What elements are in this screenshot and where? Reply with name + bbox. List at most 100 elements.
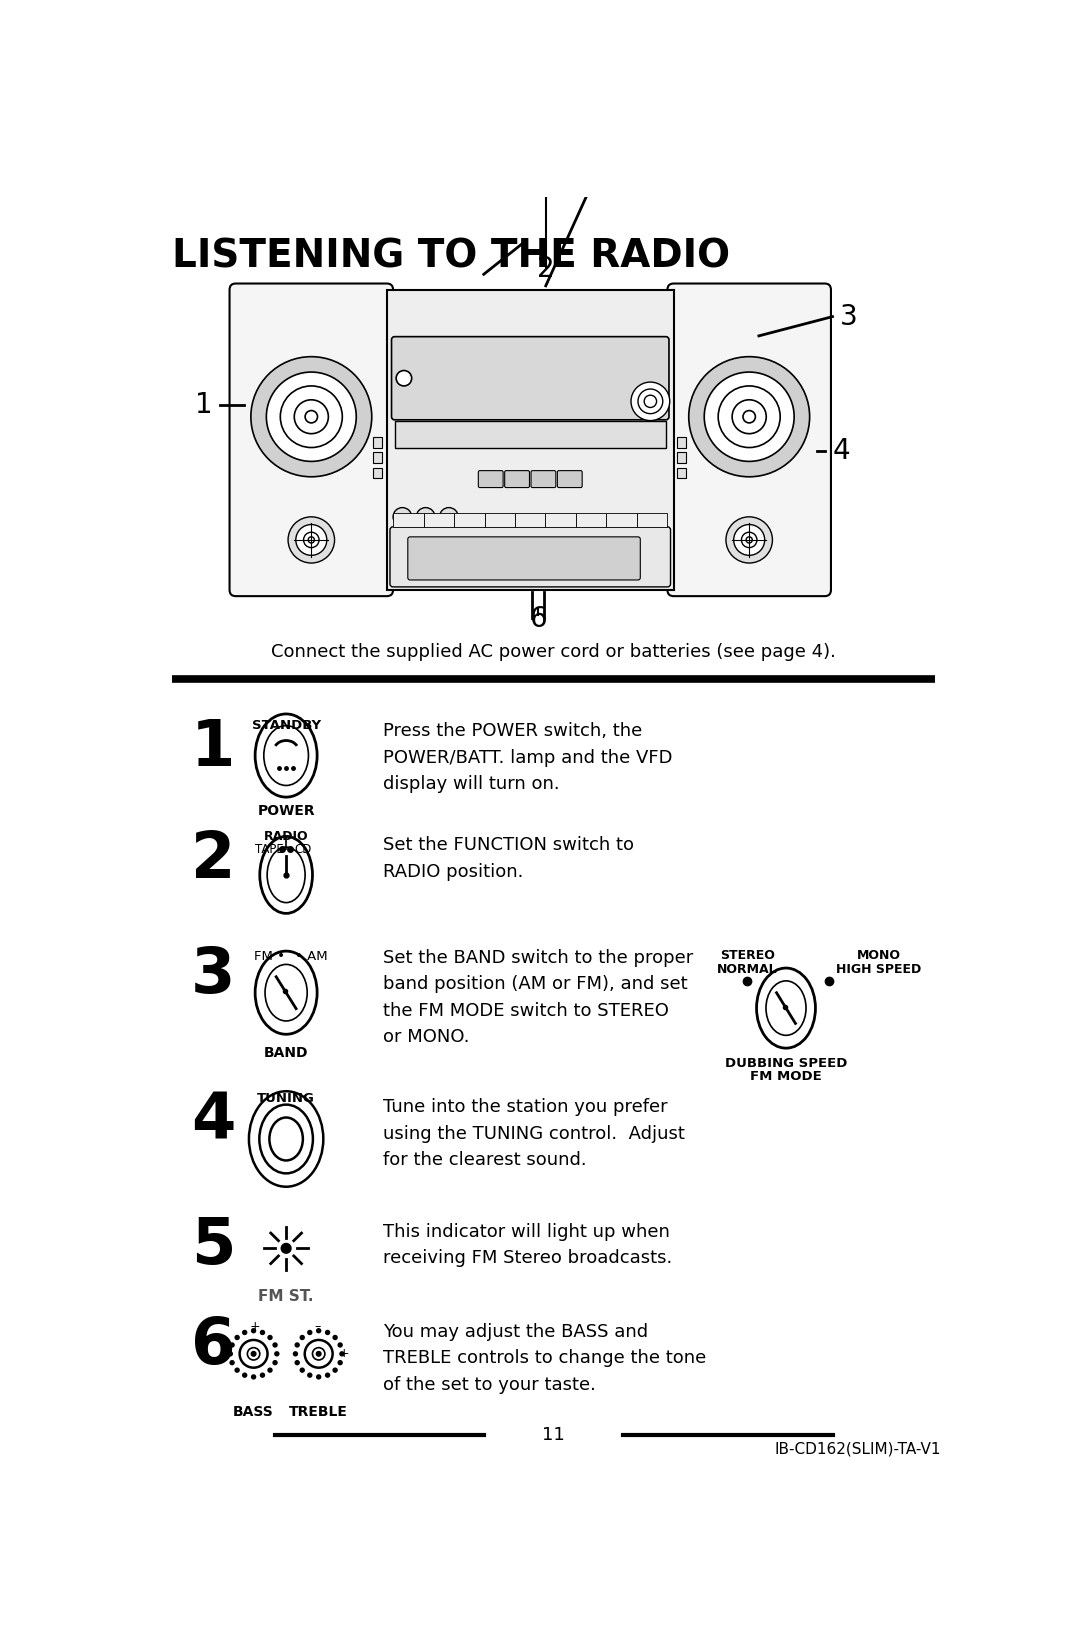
- Text: Tune into the station you prefer
using the TUNING control.  Adjust
for the clear: Tune into the station you prefer using t…: [383, 1098, 685, 1169]
- Bar: [677, 437, 686, 447]
- Circle shape: [393, 508, 411, 526]
- Bar: [515, 513, 545, 526]
- Text: BAND: BAND: [264, 1046, 309, 1060]
- Circle shape: [260, 1330, 266, 1335]
- Circle shape: [251, 1374, 256, 1379]
- Text: TAPE: TAPE: [255, 842, 283, 855]
- Circle shape: [308, 538, 314, 543]
- Circle shape: [337, 1360, 342, 1366]
- FancyBboxPatch shape: [667, 283, 831, 597]
- Circle shape: [295, 1342, 300, 1348]
- Circle shape: [251, 357, 372, 477]
- Circle shape: [325, 1330, 330, 1335]
- FancyBboxPatch shape: [230, 283, 393, 597]
- Bar: [393, 513, 423, 526]
- Circle shape: [293, 1351, 298, 1356]
- FancyBboxPatch shape: [387, 289, 674, 590]
- Circle shape: [638, 390, 663, 414]
- Text: You may adjust the BASS and
TREBLE controls to change the tone
of the set to you: You may adjust the BASS and TREBLE contr…: [383, 1323, 706, 1394]
- Circle shape: [746, 538, 753, 543]
- Text: 3: 3: [191, 944, 235, 1006]
- Text: This indicator will light up when
receiving FM Stereo broadcasts.: This indicator will light up when receiv…: [383, 1223, 672, 1268]
- FancyBboxPatch shape: [557, 470, 582, 488]
- FancyBboxPatch shape: [478, 470, 503, 488]
- Text: 1: 1: [194, 391, 213, 419]
- Text: +: +: [249, 1320, 260, 1333]
- Circle shape: [228, 1351, 233, 1356]
- Circle shape: [416, 508, 435, 526]
- Bar: [454, 513, 485, 526]
- Text: FM •: FM •: [254, 950, 284, 963]
- FancyBboxPatch shape: [531, 470, 556, 488]
- Text: 6: 6: [529, 605, 546, 633]
- Bar: [576, 513, 607, 526]
- Text: TUNING: TUNING: [257, 1092, 315, 1105]
- Text: FM MODE: FM MODE: [751, 1070, 822, 1083]
- Circle shape: [299, 1368, 305, 1373]
- Circle shape: [307, 1373, 312, 1378]
- Circle shape: [268, 1335, 273, 1340]
- Bar: [637, 513, 667, 526]
- Text: LISTENING TO THE RADIO: LISTENING TO THE RADIO: [172, 237, 730, 275]
- Circle shape: [732, 399, 766, 434]
- Circle shape: [726, 516, 772, 562]
- Circle shape: [281, 386, 342, 447]
- Text: Set the BAND switch to the proper
band position (AM or FM), and set
the FM MODE : Set the BAND switch to the proper band p…: [383, 949, 693, 1046]
- Circle shape: [743, 411, 755, 423]
- Circle shape: [272, 1360, 278, 1366]
- Text: DUBBING SPEED: DUBBING SPEED: [725, 1057, 847, 1070]
- Circle shape: [294, 399, 328, 434]
- Text: HIGH SPEED: HIGH SPEED: [836, 963, 921, 975]
- Circle shape: [316, 1328, 322, 1333]
- Circle shape: [272, 1342, 278, 1348]
- Circle shape: [229, 1360, 234, 1366]
- Text: 3: 3: [840, 302, 858, 330]
- Circle shape: [234, 1368, 240, 1373]
- Text: BASS: BASS: [233, 1404, 274, 1419]
- Circle shape: [296, 524, 327, 556]
- Bar: [373, 452, 382, 464]
- Circle shape: [333, 1368, 338, 1373]
- Text: –: –: [314, 1320, 321, 1333]
- Text: 5: 5: [191, 1215, 235, 1277]
- Circle shape: [333, 1335, 338, 1340]
- Circle shape: [325, 1373, 330, 1378]
- Text: 1: 1: [191, 717, 235, 779]
- Text: RADIO: RADIO: [264, 830, 309, 843]
- FancyBboxPatch shape: [394, 421, 666, 447]
- Text: STANDBY: STANDBY: [252, 720, 321, 732]
- Text: 4: 4: [833, 437, 850, 465]
- Text: POWER: POWER: [257, 804, 315, 819]
- Circle shape: [733, 524, 765, 556]
- Circle shape: [252, 1351, 256, 1356]
- Text: 4: 4: [191, 1090, 235, 1152]
- Circle shape: [337, 1342, 342, 1348]
- Bar: [373, 467, 382, 478]
- Circle shape: [288, 516, 335, 562]
- FancyBboxPatch shape: [504, 470, 529, 488]
- Circle shape: [316, 1374, 322, 1379]
- Circle shape: [742, 533, 757, 547]
- Text: Set the FUNCTION switch to
RADIO position.: Set the FUNCTION switch to RADIO positio…: [383, 837, 634, 881]
- Text: CD: CD: [295, 842, 312, 855]
- Circle shape: [303, 533, 319, 547]
- Bar: [677, 452, 686, 464]
- Bar: [373, 437, 382, 447]
- Circle shape: [440, 508, 458, 526]
- Text: 6: 6: [191, 1315, 235, 1378]
- Text: TREBLE: TREBLE: [289, 1404, 348, 1419]
- Text: Press the POWER switch, the
POWER/BATT. lamp and the VFD
display will turn on.: Press the POWER switch, the POWER/BATT. …: [383, 722, 673, 792]
- Circle shape: [242, 1330, 247, 1335]
- Text: MONO: MONO: [858, 949, 901, 962]
- Circle shape: [339, 1351, 345, 1356]
- Circle shape: [631, 381, 670, 421]
- Circle shape: [274, 1351, 280, 1356]
- Bar: [485, 513, 515, 526]
- Text: 11: 11: [542, 1427, 565, 1445]
- Text: 2: 2: [191, 829, 235, 891]
- Circle shape: [234, 1335, 240, 1340]
- Bar: [545, 513, 576, 526]
- Circle shape: [295, 1360, 300, 1366]
- Text: +: +: [338, 1348, 349, 1360]
- Bar: [607, 513, 637, 526]
